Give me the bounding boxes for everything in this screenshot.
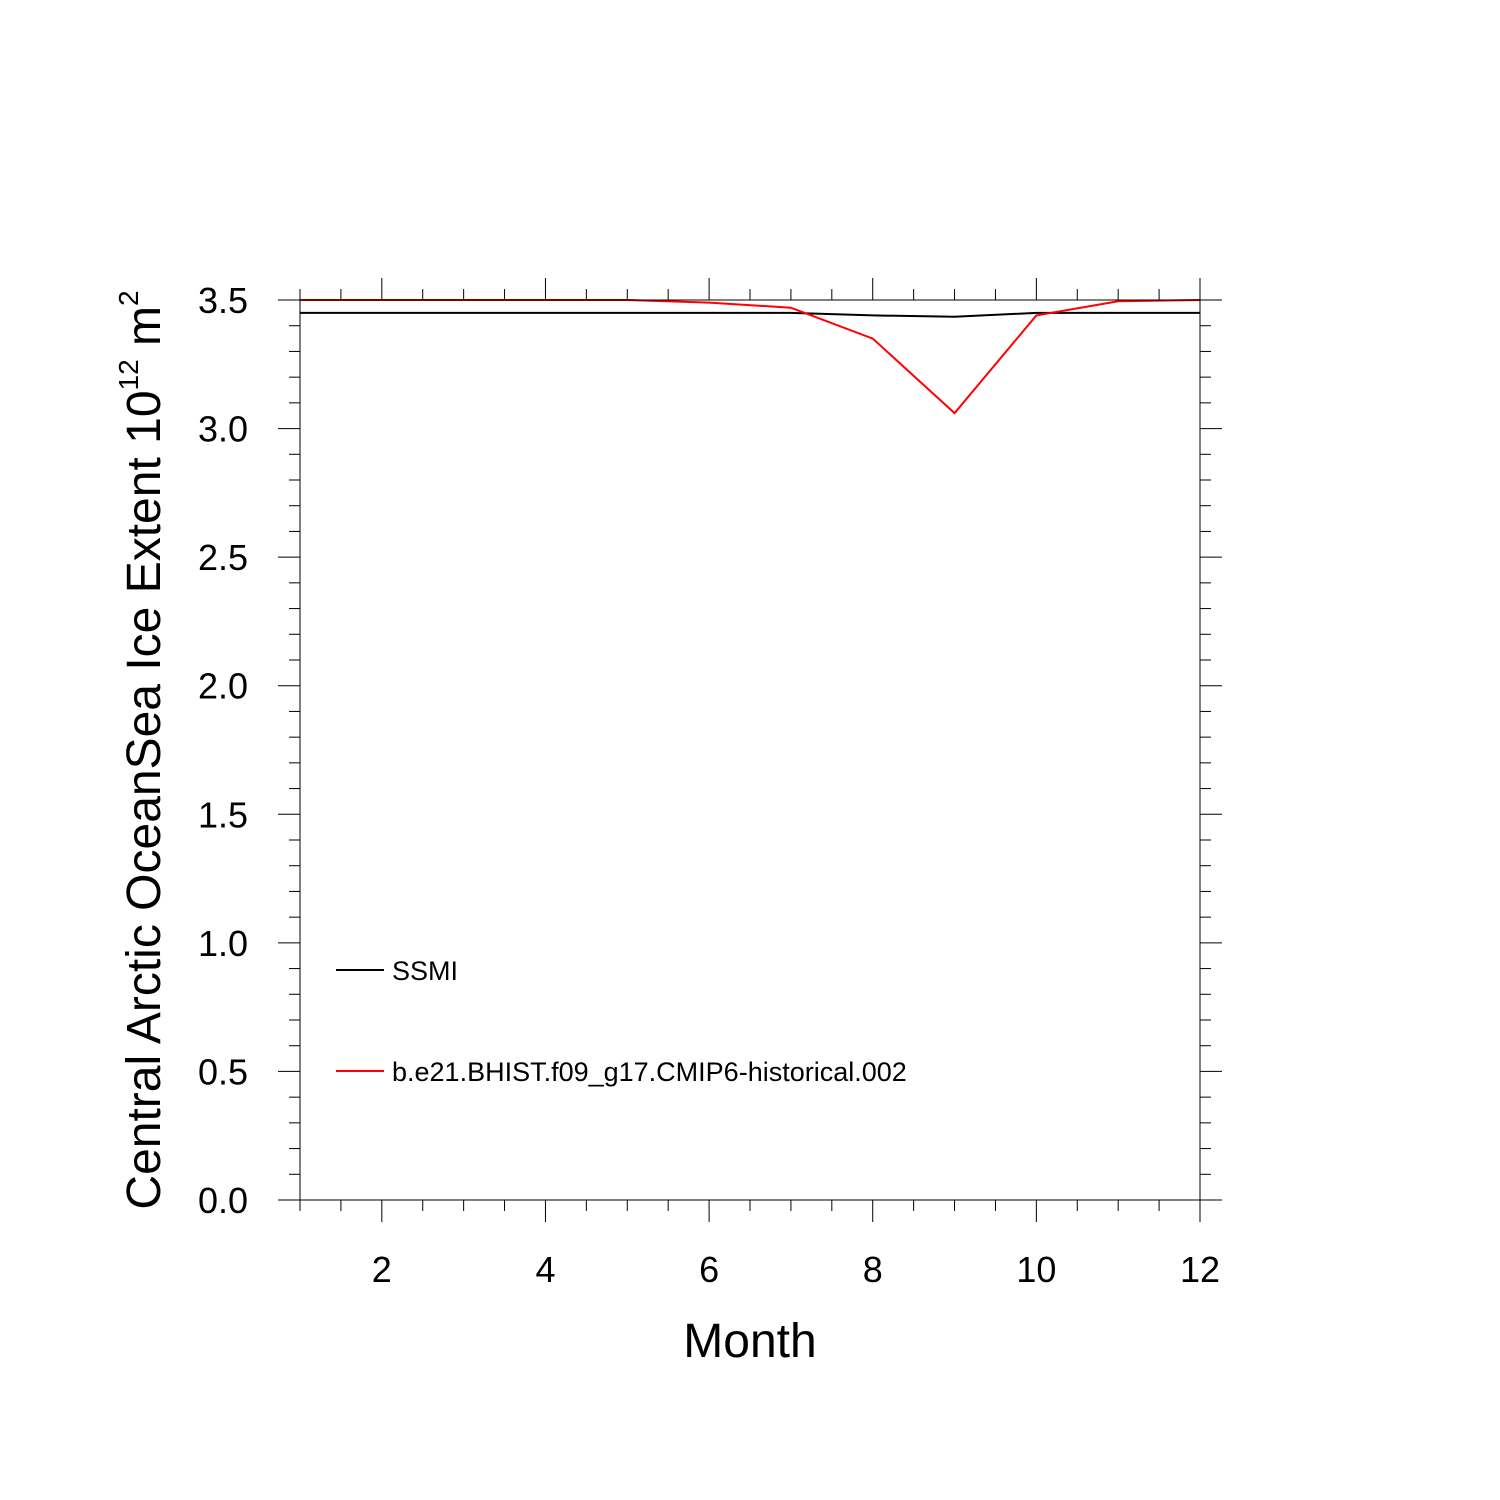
- y-tick-label: 2.0: [198, 666, 248, 707]
- y-tick-label: 3.0: [198, 409, 248, 450]
- y-tick-label: 2.5: [198, 537, 248, 578]
- y-axis-title-exponent: 12: [113, 359, 144, 390]
- y-tick-label: 0.0: [198, 1180, 248, 1221]
- x-tick-label: 6: [699, 1249, 719, 1290]
- series-line-0: [300, 311, 1200, 318]
- x-tick-label: 12: [1180, 1249, 1220, 1290]
- x-tick-label: 4: [535, 1249, 555, 1290]
- y-axis-title: Central Arctic OceanSea Ice Extent 1012 …: [113, 290, 171, 1209]
- x-tick-label: 10: [1016, 1249, 1056, 1290]
- y-tick-label: 1.5: [198, 794, 248, 835]
- legend: SSMI b.e21.BHIST.f09_g17.CMIP6-historica…: [336, 956, 907, 1087]
- y-tick-label: 0.5: [198, 1051, 248, 1092]
- x-axis-title: Month: [683, 1315, 816, 1368]
- legend-label-ssmi: SSMI: [392, 956, 458, 986]
- y-tick-label: 3.5: [198, 280, 248, 321]
- plot-frame: [299, 299, 1201, 1201]
- series-line-1: [300, 299, 1201, 415]
- tick-labels: 2 4 6 8 10 12 0.0 0.5 1.0 1.5 2.0 2.5 3.0 3.5: [198, 280, 1220, 1290]
- y-tick-label: 1.0: [198, 923, 248, 964]
- y-axis-title-main: Central Arctic OceanSea Ice Extent 10: [118, 390, 171, 1209]
- x-tick-label: 8: [863, 1249, 883, 1290]
- y-axis-title-unit: m: [118, 306, 171, 359]
- x-tick-label: 2: [372, 1249, 392, 1290]
- y-axis-title-unit-exponent: 2: [113, 290, 144, 306]
- legend-label-model: b.e21.BHIST.f09_g17.CMIP6-historical.002: [392, 1057, 907, 1087]
- series-lines: [300, 299, 1201, 415]
- axis-ticks: [278, 278, 1222, 1222]
